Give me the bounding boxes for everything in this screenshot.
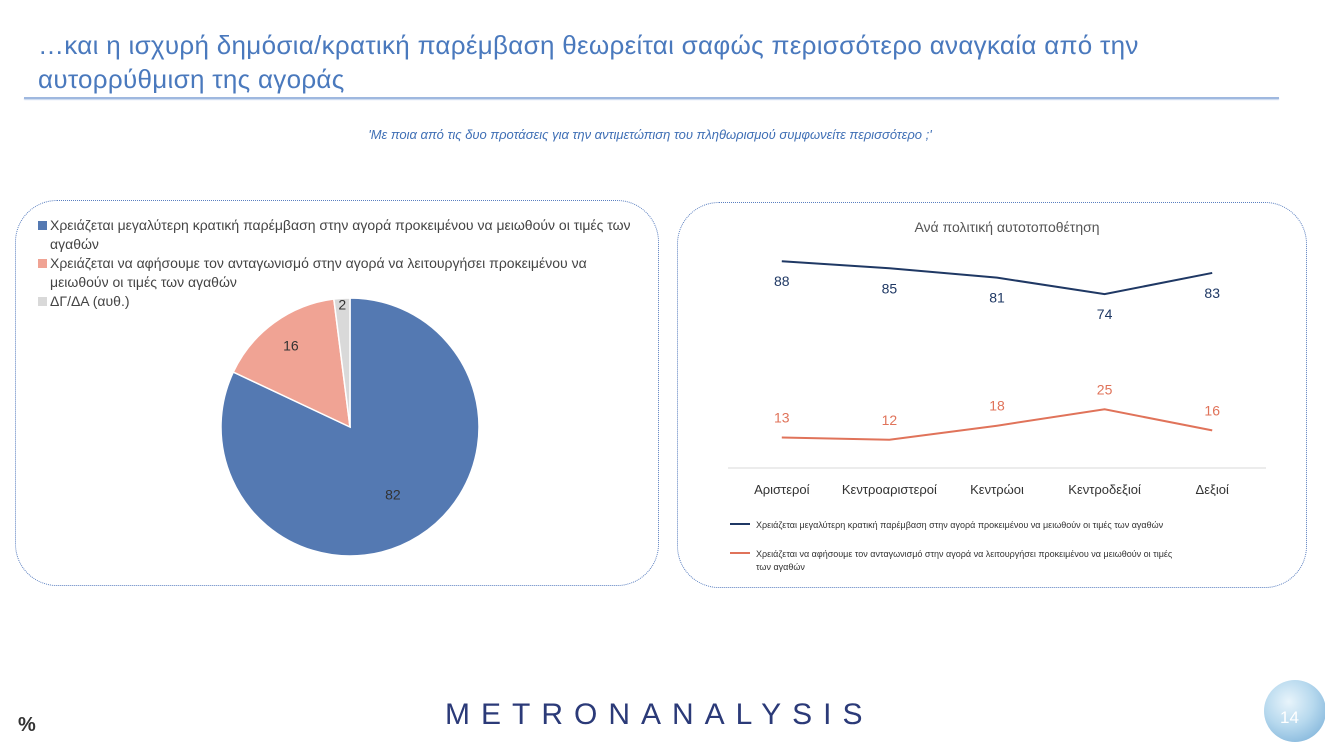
pie-slice-market bbox=[232, 298, 351, 429]
series-market-data-label: 18 bbox=[989, 398, 1005, 414]
series-market-data-label: 13 bbox=[774, 409, 790, 425]
pie-legend-item-state: Χρειάζεται μεγαλύτερη κρατική παρέμβαση … bbox=[38, 216, 648, 254]
x-tick-label: Δεξιοί bbox=[1196, 482, 1229, 497]
series-market-legend-label: Χρειάζεται να αφήσουμε τον ανταγωνισμό σ… bbox=[756, 549, 1173, 572]
pie-legend-item-market: Χρειάζεται να αφήσουμε τον ανταγωνισμό σ… bbox=[38, 254, 648, 292]
series-market-line bbox=[781, 408, 1213, 441]
pie-slice-state-label: 82 bbox=[385, 487, 401, 503]
pie-slice-dk bbox=[332, 297, 351, 428]
pie-chart: 82 16 2 bbox=[220, 297, 480, 557]
company-logo: METRONANALYSIS bbox=[445, 698, 874, 731]
unit-label: % bbox=[18, 714, 36, 736]
x-tick-label: Αριστεροί bbox=[754, 482, 810, 497]
pie-slice-market-label: 16 bbox=[283, 338, 299, 354]
page-number: 14 bbox=[1280, 708, 1299, 727]
series-state-data-label: 88 bbox=[774, 273, 790, 289]
pie-legend-swatch-market bbox=[38, 259, 47, 268]
line-chart-panel: Ανά πολιτική αυτοτοποθέτηση Αριστεροί Κεντ… bbox=[677, 202, 1307, 588]
pie-legend-label-dk: ΔΓ/ΔΑ (αυθ.) bbox=[50, 293, 130, 309]
series-market-data-label: 25 bbox=[1097, 381, 1113, 397]
series-state-data-label: 83 bbox=[1204, 285, 1220, 301]
survey-question: 'Με ποια από τις δυο προτάσεις για την α… bbox=[368, 127, 932, 142]
series-market-data-label: 12 bbox=[882, 412, 898, 428]
pie-legend-item-dk: ΔΓ/ΔΑ (αυθ.) bbox=[38, 292, 648, 311]
x-tick-label: Κεντροαριστεροί bbox=[842, 482, 937, 497]
x-tick-label: Κεντροδεξιοί bbox=[1068, 482, 1141, 497]
pie-slice-dk-label: 2 bbox=[338, 297, 346, 313]
series-state-data-label: 81 bbox=[989, 290, 1005, 306]
series-market-data-label: 16 bbox=[1204, 402, 1220, 418]
slide-title: …και η ισχυρή δημόσια/κρατική παρέμβαση … bbox=[38, 30, 1139, 94]
pie-legend-swatch-dk bbox=[38, 297, 47, 306]
pie-legend: Χρειάζεται μεγαλύτερη κρατική παρέμβαση … bbox=[38, 216, 648, 311]
series-state-legend-label: Χρειάζεται μεγαλύτερη κρατική παρέμβαση … bbox=[756, 520, 1164, 530]
title-divider bbox=[24, 97, 1279, 99]
line-chart: Ανά πολιτική αυτοτοποθέτηση Αριστεροί Κεντ… bbox=[728, 219, 1266, 572]
x-tick-label: Κεντρώοι bbox=[970, 482, 1024, 497]
pie-slice-state bbox=[220, 297, 480, 557]
pie-legend-swatch-state bbox=[38, 221, 47, 230]
series-state-data-label: 85 bbox=[882, 280, 898, 296]
pie-legend-label-market: Χρειάζεται να αφήσουμε τον ανταγωνισμό σ… bbox=[50, 255, 587, 290]
line-chart-title: Ανά πολιτική αυτοτοποθέτηση bbox=[914, 219, 1099, 235]
page-number-badge bbox=[1264, 680, 1325, 742]
pie-chart-panel: Χρειάζεται μεγαλύτερη κρατική παρέμβαση … bbox=[15, 200, 659, 586]
series-state-data-label: 74 bbox=[1097, 306, 1113, 322]
pie-legend-label-state: Χρειάζεται μεγαλύτερη κρατική παρέμβαση … bbox=[50, 217, 631, 252]
